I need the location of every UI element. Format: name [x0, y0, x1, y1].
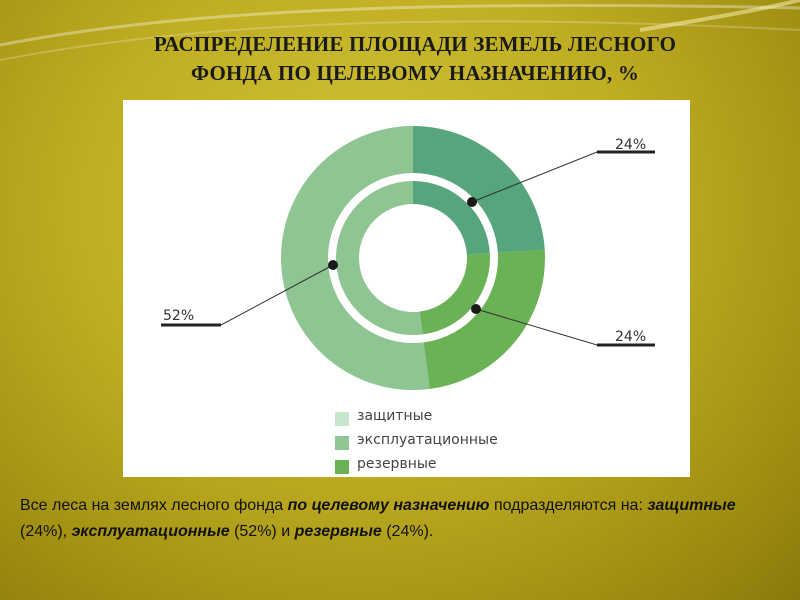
data-label-operational: 52%: [163, 308, 194, 324]
legend-label-protective: защитные: [357, 408, 433, 424]
legend-swatch-reserve: [335, 460, 349, 474]
legend-label-reserve: резервные: [357, 456, 437, 472]
title-line-2: ФОНДА ПО ЦЕЛЕВОМУ НАЗНАЧЕНИЮ, %: [190, 61, 640, 85]
donut-slice-protective-outer: [413, 126, 545, 253]
caption-emphasis: эксплуатационные: [71, 523, 230, 540]
caption-emphasis: по целевому назначению: [287, 497, 490, 514]
donut-slice-reserve-inner: [419, 253, 490, 335]
data-label-reserve: 24%: [615, 329, 646, 345]
caption-emphasis: резервные: [294, 523, 382, 540]
caption-emphasis: защитные: [647, 497, 736, 514]
page-title: РАСПРЕДЕЛЕНИЕ ПЛОЩАДИ ЗЕМЕЛЬ ЛЕСНОГО ФОН…: [60, 30, 770, 88]
caption-text: Все леса на землях лесного фонда по целе…: [20, 493, 780, 545]
leader-dot-protective: [467, 197, 477, 207]
caption-part: (24%),: [20, 523, 72, 540]
donut-slice-protective-inner: [413, 181, 490, 255]
donut-chart: 24% 24% 52%: [161, 126, 655, 390]
donut-slice-reserve-outer: [423, 249, 545, 389]
caption-part: подразделяются на:: [489, 497, 648, 514]
leader-dot-reserve: [471, 304, 481, 314]
legend-label-operational: эксплуатационные: [357, 432, 498, 448]
leader-dot-operational: [328, 260, 338, 270]
donut-slice-operational-inner: [336, 181, 423, 335]
caption-part: (52%) и: [229, 523, 295, 540]
caption-part: Все леса на землях лесного фонда: [20, 497, 288, 514]
data-label-protective: 24%: [615, 137, 646, 153]
title-line-1: РАСПРЕДЕЛЕНИЕ ПЛОЩАДИ ЗЕМЕЛЬ ЛЕСНОГО: [153, 32, 677, 56]
caption-part: (24%).: [381, 523, 434, 540]
legend-swatch-protective: [335, 412, 349, 426]
donut-slice-operational-outer: [281, 126, 430, 390]
chart-panel: 24% 24% 52% защитные эксплуатационные резе…: [123, 100, 690, 477]
legend-swatch-operational: [335, 436, 349, 450]
